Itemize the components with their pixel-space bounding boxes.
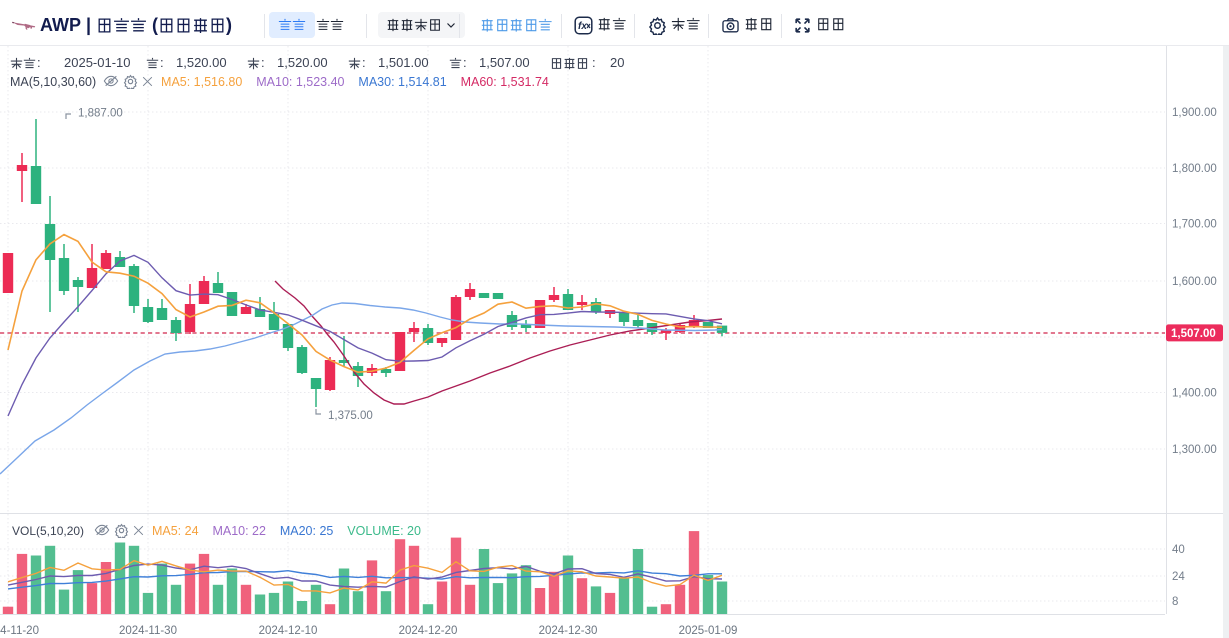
svg-text:1,600.00: 1,600.00 (1172, 276, 1217, 288)
svg-text:1,700.00: 1,700.00 (1172, 219, 1217, 231)
svg-text:1,400.00: 1,400.00 (1172, 388, 1217, 400)
svg-text:2025-01-09: 2025-01-09 (679, 625, 738, 637)
svg-text:40: 40 (1172, 544, 1185, 556)
svg-text:1,900.00: 1,900.00 (1172, 107, 1217, 119)
svg-text:8: 8 (1172, 596, 1178, 608)
svg-text:2024-11-20: 2024-11-20 (0, 625, 39, 637)
svg-text:1,507.00: 1,507.00 (1171, 328, 1216, 340)
svg-text:2024-12-20: 2024-12-20 (399, 625, 458, 637)
svg-text:1,887.00: 1,887.00 (78, 108, 123, 120)
svg-text:2024-11-30: 2024-11-30 (119, 625, 177, 637)
svg-text:1,800.00: 1,800.00 (1172, 163, 1217, 175)
svg-text:24: 24 (1172, 571, 1185, 583)
svg-text:2024-12-30: 2024-12-30 (539, 625, 598, 637)
svg-text:fx: fx (578, 21, 587, 32)
svg-text:1,300.00: 1,300.00 (1172, 444, 1217, 456)
svg-text:2024-12-10: 2024-12-10 (259, 625, 318, 637)
svg-text:1,375.00: 1,375.00 (328, 410, 373, 422)
